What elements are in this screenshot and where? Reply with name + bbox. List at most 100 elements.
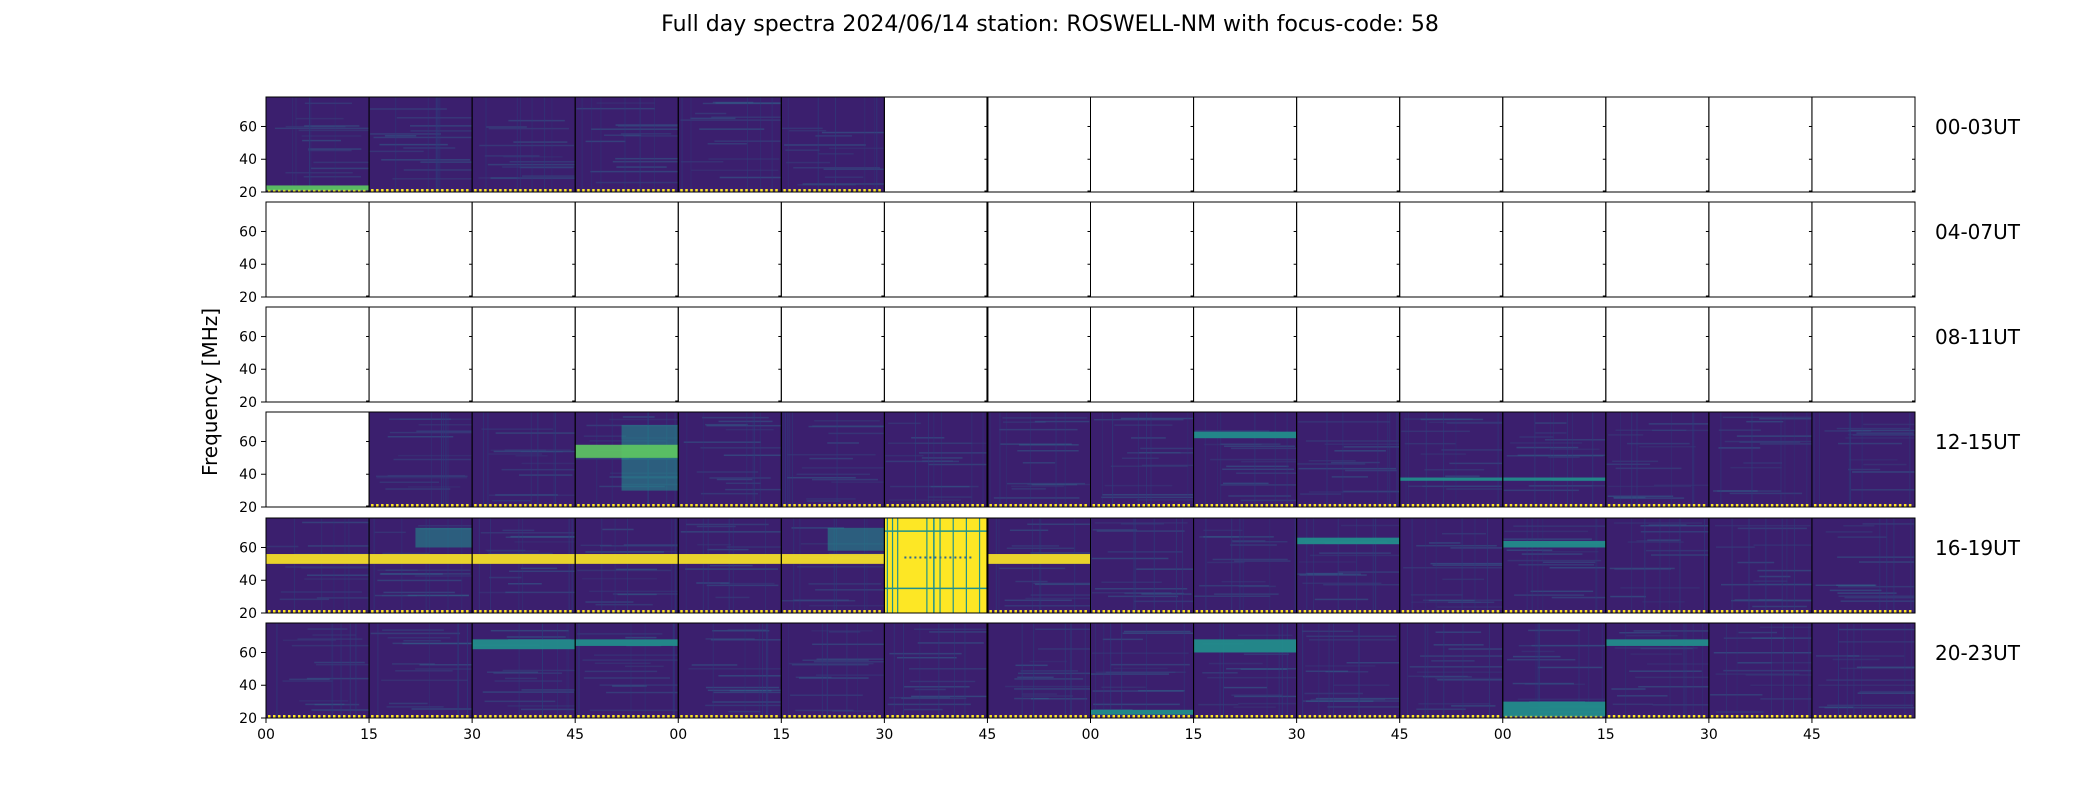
noise-streak — [1027, 523, 1091, 525]
noise-streak — [1204, 443, 1262, 446]
baseline-dot — [1280, 715, 1284, 718]
baseline-dot — [1117, 610, 1120, 613]
noise-column — [436, 97, 438, 192]
baseline-dot — [564, 189, 567, 192]
noise-streak — [1736, 435, 1812, 437]
noise-streak — [520, 567, 558, 570]
noise-streak — [1626, 634, 1678, 637]
baseline-dot — [1496, 504, 1500, 507]
row-20-23ut — [266, 623, 1915, 718]
baseline-dot — [1275, 504, 1279, 507]
baseline-dot — [1893, 610, 1897, 613]
baseline-dot — [519, 610, 522, 613]
baseline-dot — [1313, 715, 1317, 718]
noise-streak — [1107, 551, 1183, 553]
noise-column — [377, 623, 379, 718]
panel-frame — [1811, 622, 1916, 719]
spectrogram-panel — [472, 518, 576, 613]
spectrogram-panel — [1605, 623, 1709, 718]
baseline-dot — [456, 504, 459, 507]
noise-column — [1145, 412, 1147, 507]
noise-streak — [1422, 676, 1472, 678]
baseline-dot — [981, 715, 984, 718]
baseline-dot — [1235, 715, 1239, 718]
noise-streak — [1518, 564, 1595, 566]
baseline-dot — [1795, 610, 1799, 613]
noise-streak — [1131, 437, 1166, 439]
noise-streak — [488, 127, 569, 130]
spectrogram-bg — [781, 97, 885, 192]
baseline-dot — [863, 715, 866, 718]
noise-streak — [789, 129, 827, 132]
baseline-dot — [730, 610, 733, 613]
noise-column — [435, 97, 437, 192]
baseline-dot — [1715, 504, 1719, 507]
noise-streak — [1619, 631, 1661, 634]
baseline-dot — [652, 610, 655, 613]
noise-column — [309, 97, 311, 192]
noise-streak — [1815, 655, 1860, 657]
baseline-dot — [1863, 715, 1867, 718]
baseline-dot — [632, 715, 635, 718]
saturation-dot — [909, 556, 912, 559]
empty-panel-bg — [678, 307, 782, 402]
noise-streak — [314, 661, 365, 664]
noise-streak — [1738, 631, 1778, 634]
baseline-dot — [760, 189, 763, 192]
noise-column — [518, 623, 520, 718]
baseline-dot — [1544, 610, 1548, 613]
baseline-dot — [838, 504, 841, 507]
noise-streak — [489, 576, 522, 579]
noise-streak — [1323, 583, 1400, 586]
noise-column — [744, 623, 746, 718]
noise-streak — [1424, 469, 1485, 471]
noise-streak — [702, 102, 782, 105]
noise-streak — [387, 637, 451, 639]
noise-column — [1372, 518, 1374, 613]
noise-column — [401, 518, 403, 613]
spectrogram-panel — [1605, 97, 1709, 192]
noise-streak — [1212, 558, 1288, 561]
noise-streak — [1298, 467, 1397, 470]
noise-column — [1619, 412, 1621, 507]
empty-panel-bg — [1090, 202, 1194, 297]
noise-column — [553, 412, 555, 507]
baseline-dot — [1230, 715, 1234, 718]
baseline-dot — [1838, 610, 1842, 613]
noise-streak — [1636, 539, 1679, 542]
noise-streak — [1305, 572, 1343, 575]
noise-column — [1375, 518, 1377, 613]
noise-streak — [316, 663, 370, 666]
spectrogram-panel — [1708, 307, 1812, 402]
noise-streak — [1824, 430, 1872, 432]
baseline-dot — [1878, 715, 1882, 718]
noise-streak — [1838, 595, 1915, 597]
baseline-dot — [1461, 610, 1465, 613]
noise-column — [1101, 412, 1103, 507]
baseline-dot — [730, 715, 733, 718]
baseline-dot — [1112, 715, 1115, 718]
noise-streak — [1305, 440, 1399, 442]
noise-column — [1910, 518, 1912, 613]
baseline-dot — [597, 504, 600, 507]
baseline-dot — [1172, 610, 1175, 613]
noise-streak — [1836, 427, 1910, 430]
baseline-dot — [411, 189, 414, 192]
baseline-dot — [1270, 504, 1274, 507]
baseline-dot — [1514, 504, 1518, 507]
baseline-dot — [1745, 504, 1749, 507]
noise-streak — [685, 523, 769, 526]
empty-panel-bg — [1708, 97, 1812, 192]
noise-streak — [1639, 445, 1696, 448]
spectrogram-panel — [266, 518, 370, 613]
y-tick-label: 20 — [239, 290, 257, 306]
baseline-dot — [461, 610, 464, 613]
spectrogram-panel — [1399, 412, 1503, 507]
noise-streak — [1629, 670, 1702, 672]
baseline-dot — [632, 610, 635, 613]
noise-streak — [821, 131, 885, 134]
noise-streak — [1009, 529, 1049, 532]
noise-column — [1377, 412, 1379, 507]
baseline-dot — [1873, 610, 1877, 613]
noise-column — [1693, 412, 1695, 507]
